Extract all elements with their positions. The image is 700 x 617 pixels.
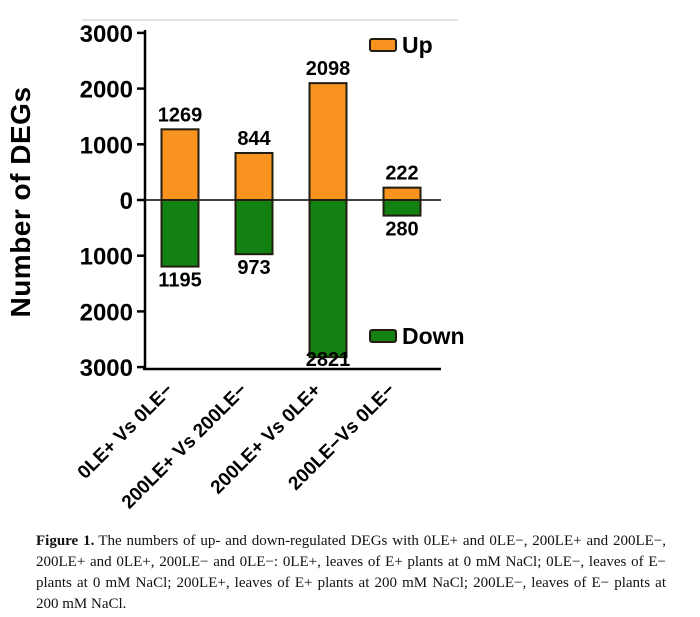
y-tick-label: 1000 [80, 132, 133, 159]
bar-value-label-down: 1195 [158, 270, 201, 292]
bar-down-1 [234, 199, 274, 256]
bar-value-label-down: 280 [385, 219, 418, 241]
y-axis-title: Number of DEGs [5, 86, 36, 317]
legend-up-swatch [369, 38, 397, 52]
bar-down-0 [160, 199, 200, 268]
y-tick-label: 2000 [80, 77, 133, 104]
bar-value-label-up: 222 [385, 163, 418, 185]
y-tick-label: 3000 [80, 21, 133, 48]
figure-caption: Figure 1. The numbers of up- and down-reg… [36, 531, 666, 615]
y-tick-label: 0 [120, 188, 133, 215]
bar-down-3 [382, 199, 422, 217]
bar-value-label-up: 1269 [158, 104, 203, 126]
y-tick-label: 2000 [80, 299, 133, 326]
caption-text: The numbers of up- and down-regulated DE… [36, 533, 666, 612]
bar-up-0 [160, 128, 200, 201]
bar-value-label-up: 2098 [306, 58, 351, 80]
bar-value-label-down: 2821 [306, 349, 351, 371]
caption-label: Figure 1. [36, 533, 95, 549]
legend-down-label: Down [402, 323, 465, 349]
bar-value-label-up: 844 [237, 128, 271, 150]
bar-up-1 [234, 151, 274, 201]
bar-value-label-down: 973 [237, 257, 270, 279]
bar-up-3 [382, 186, 422, 201]
y-tick-label: 1000 [80, 244, 133, 271]
bar-up-2 [308, 82, 348, 201]
legend-up-label: Up [402, 32, 433, 58]
x-category-label: 200LE+ Vs 200LE− [118, 380, 252, 514]
bar-down-2 [308, 199, 348, 359]
y-tick-label: 3000 [80, 355, 133, 382]
legend-down-swatch [369, 329, 397, 343]
